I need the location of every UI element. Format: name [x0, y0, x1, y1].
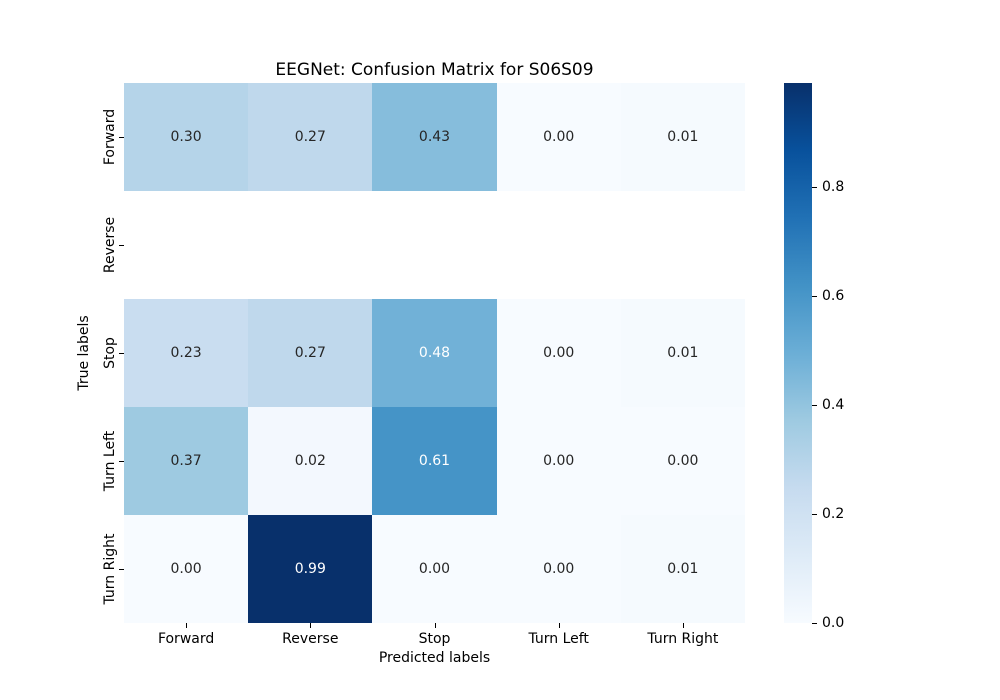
cell-value: 0.27 — [294, 345, 326, 361]
heatmap-cell — [372, 191, 497, 299]
x-tick-label: Turn Left — [528, 631, 589, 647]
x-tick-label: Turn Right — [647, 631, 719, 647]
cell-value: 0.00 — [418, 561, 451, 577]
x-tick-label: Forward — [157, 631, 215, 647]
y-tick-label: Forward — [102, 108, 118, 166]
heatmap-cell: 0.30 — [124, 83, 249, 191]
cell-value: 0.27 — [294, 129, 326, 145]
colorbar — [784, 83, 812, 623]
colorbar-tick-label: 0.4 — [822, 396, 845, 413]
axis-tick — [812, 404, 817, 406]
cell-value: 0.00 — [543, 453, 575, 469]
axis-tick — [119, 137, 124, 138]
cell-value: 0.00 — [667, 453, 699, 469]
heatmap-cell: 0.61 — [372, 407, 497, 515]
axis-tick — [119, 569, 124, 570]
heatmap-cell: 0.27 — [248, 83, 373, 191]
axis-tick — [186, 623, 188, 628]
cell-value: 0.23 — [170, 345, 202, 361]
y-axis-label: True labels — [76, 315, 92, 391]
cell-value: 0.00 — [543, 561, 575, 577]
y-tick-label: Turn Left — [102, 430, 118, 492]
axis-tick — [119, 245, 124, 246]
heatmap-cell: 0.01 — [620, 299, 745, 407]
axis-tick — [434, 623, 436, 628]
axis-tick — [558, 623, 560, 628]
x-tick-label: Reverse — [282, 631, 339, 647]
heatmap-cell — [620, 191, 745, 299]
axis-tick — [310, 623, 312, 628]
cell-value: 0.48 — [418, 345, 451, 361]
heatmap-grid: 0.30 0.27 0.43 0.00 0.01 0.23 0.27 0.48 0.00 0.01… — [124, 83, 745, 623]
heatmap-cell: 0.00 — [124, 515, 249, 623]
heatmap-cell: 0.37 — [124, 407, 249, 515]
heatmap-cell: 0.00 — [620, 407, 745, 515]
cell-value: 0.37 — [170, 453, 202, 469]
heatmap-cell — [248, 191, 373, 299]
y-tick-label: Reverse — [102, 216, 118, 274]
colorbar-tick-label: 0.6 — [822, 287, 845, 304]
x-tick-label: Stop — [418, 631, 451, 647]
axis-tick — [812, 513, 817, 515]
heatmap-cell: 0.01 — [620, 515, 745, 623]
cell-value: 0.00 — [543, 345, 575, 361]
axis-tick — [682, 623, 684, 628]
axis-tick — [812, 623, 817, 624]
heatmap-cell — [496, 191, 621, 299]
colorbar-tick-label: 0.8 — [822, 178, 845, 195]
heatmap-cell — [124, 191, 249, 299]
y-tick-label: Stop — [102, 337, 118, 369]
cell-value: 0.01 — [667, 129, 699, 145]
heatmap-cell: 0.99 — [248, 515, 373, 623]
heatmap-cell: 0.00 — [496, 299, 621, 407]
axis-tick — [119, 353, 124, 354]
axis-tick — [812, 186, 817, 188]
heatmap-cell: 0.00 — [496, 83, 621, 191]
chart-title: EEGNet: Confusion Matrix for S06S09 — [275, 60, 594, 80]
heatmap-cell: 0.00 — [496, 407, 621, 515]
heatmap-cell: 0.48 — [372, 299, 497, 407]
heatmap-cell: 0.27 — [248, 299, 373, 407]
heatmap-cell: 0.02 — [248, 407, 373, 515]
colorbar-tick-label: 0.0 — [822, 615, 845, 631]
cell-value: 0.61 — [418, 453, 451, 469]
cell-value: 0.01 — [667, 345, 699, 361]
heatmap-cell: 0.00 — [496, 515, 621, 623]
cell-value: 0.43 — [418, 129, 451, 145]
y-tick-label: Turn Right — [102, 533, 118, 605]
cell-value: 0.01 — [667, 561, 699, 577]
cell-value: 0.00 — [543, 129, 575, 145]
cell-value: 0.00 — [170, 561, 202, 577]
cell-value: 0.99 — [294, 561, 326, 577]
heatmap-cell: 0.43 — [372, 83, 497, 191]
heatmap-cell: 0.23 — [124, 299, 249, 407]
cell-value: 0.30 — [170, 129, 202, 145]
heatmap-cell: 0.00 — [372, 515, 497, 623]
heatmap-cell: 0.01 — [620, 83, 745, 191]
cell-value: 0.02 — [294, 453, 326, 469]
colorbar-tick-label: 0.2 — [822, 505, 845, 522]
axis-tick — [812, 295, 817, 297]
x-axis-label: Predicted labels — [378, 650, 491, 666]
axis-tick — [119, 461, 124, 462]
